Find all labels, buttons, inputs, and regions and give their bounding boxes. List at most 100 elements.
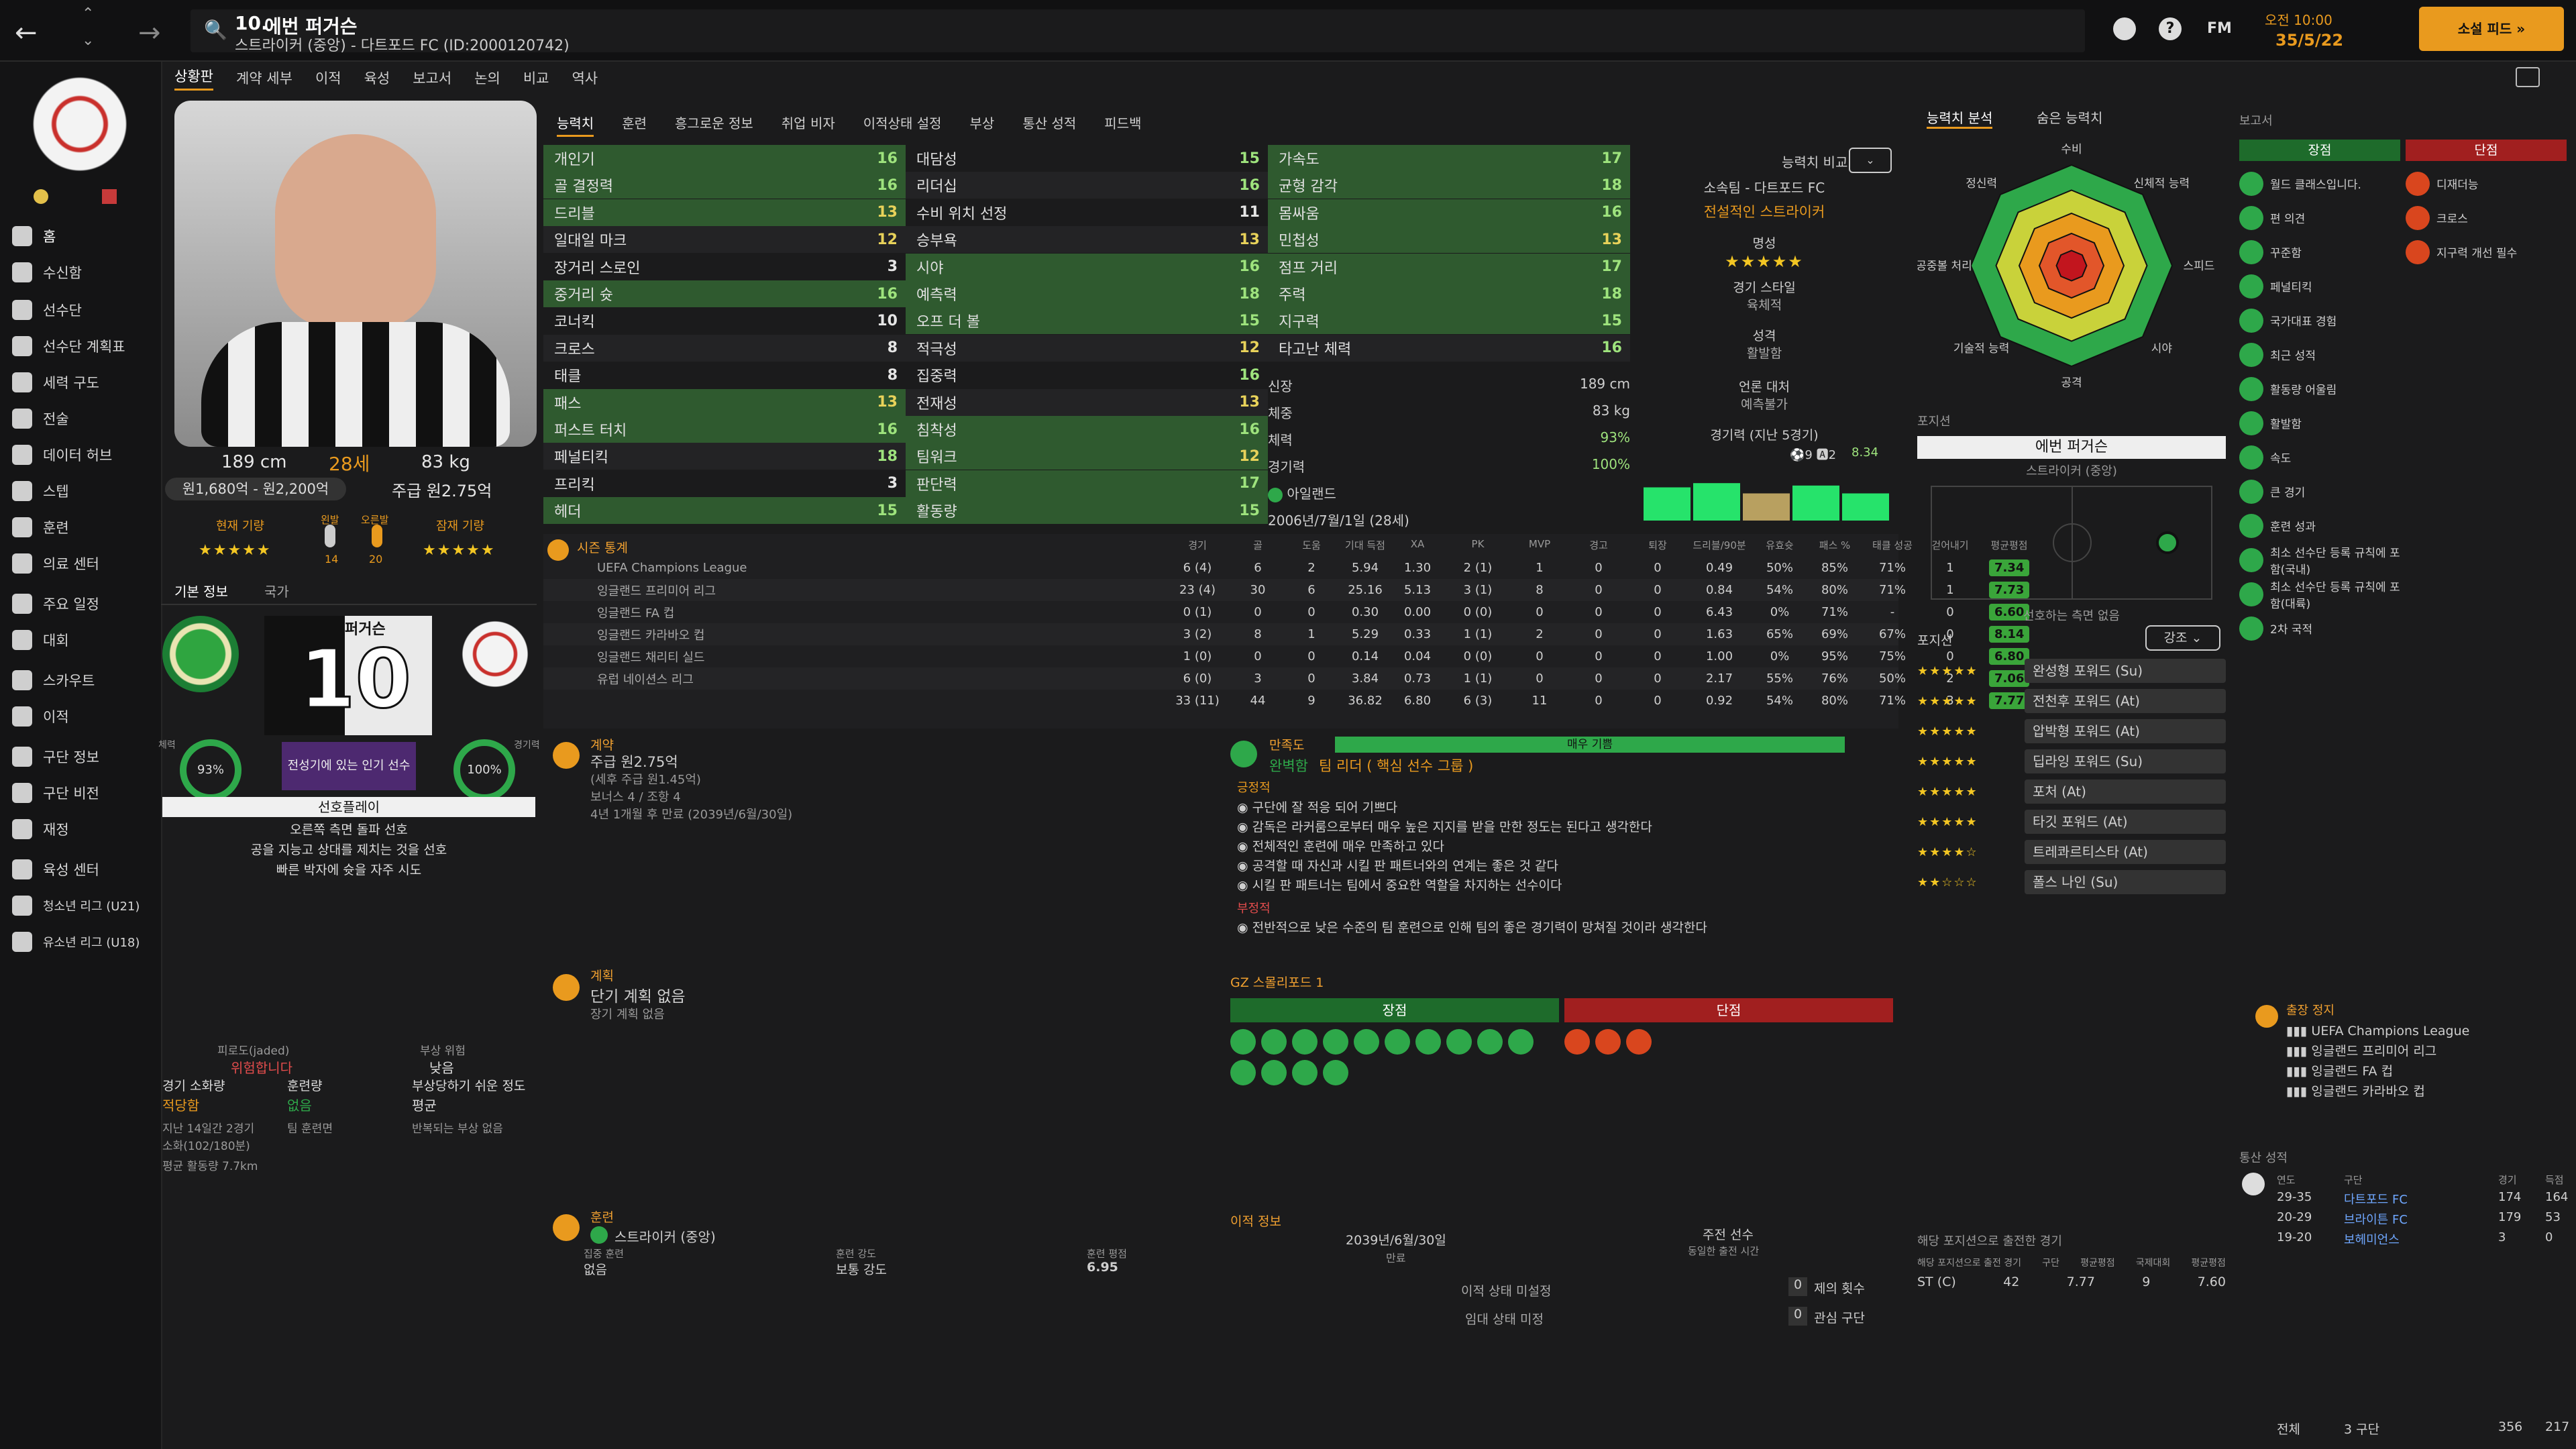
attribute-row[interactable]: 개인기 16 [543,145,906,172]
tab-career[interactable]: 통산 성적 [1022,115,1077,131]
menu-compare[interactable]: 비교 [523,70,549,87]
attribute-row[interactable]: 중거리 슛 16 [543,280,906,307]
sidebar-item-club-vision[interactable]: 구단 비전 [12,777,99,809]
nav-up-icon[interactable]: ⌃ [82,5,95,22]
report-item[interactable]: 최근 성적 [2239,337,2400,372]
club-small-icon[interactable] [34,189,48,204]
sidebar-item-u21[interactable]: 청소년 리그 (U21) [12,890,140,922]
report-item[interactable]: 훈련 성과 [2239,508,2400,543]
report-item[interactable]: 월드 클래스입니다. [2239,166,2400,201]
role-row[interactable]: ★★★★★ 포처 (At) [1917,778,2226,805]
report-item[interactable]: 큰 경기 [2239,474,2400,508]
club-crest-small[interactable] [460,616,530,692]
career-row[interactable]: 20-29 브라이튼 FC 179 53 [2277,1210,2565,1230]
season-row[interactable]: 잉글랜드 채리티 실드 1 (0) 0 0 0.14 0.04 0 (0) 0 0 0 1.00 0%… [543,645,2029,667]
attribute-row[interactable]: 헤더 15 [543,497,906,525]
report-item[interactable]: 최소 선수단 등록 규칙에 포함(국내) [2239,543,2400,577]
layout-icon[interactable] [2516,67,2540,87]
sidebar-item-dev-centre[interactable]: 육성 센터 [12,853,99,885]
menu-discuss[interactable]: 논의 [474,70,500,87]
report-item[interactable]: 활발함 [2239,406,2400,440]
attribute-row[interactable]: 크로스 8 [543,334,906,362]
attribute-row[interactable]: 드리블 13 [543,199,906,226]
role-row[interactable]: ★★★★★ 타깃 포워드 (At) [1917,808,2226,835]
attribute-row[interactable]: 가속도 17 [1268,145,1630,172]
tab-nation[interactable]: 국가 [264,584,289,600]
tab-basic-info[interactable]: 기본 정보 [174,584,228,600]
training-title[interactable]: 훈련 [590,1210,614,1225]
happiness-title[interactable]: 만족도 [1269,738,1305,753]
sidebar-item-squad-plan[interactable]: 선수단 계획표 [12,330,125,362]
attribute-row[interactable]: 판단력 17 [906,470,1268,497]
help-icon[interactable]: ? [2159,17,2182,40]
sidebar-item-medical[interactable]: 의료 센터 [12,547,99,580]
report-item[interactable]: 편 의견 [2239,201,2400,235]
sidebar-item-schedule[interactable]: 주요 일정 [12,588,99,620]
value-range[interactable]: 원1,680억 - 원2,200억 [165,478,346,500]
attribute-row[interactable]: 일대일 마크 12 [543,226,906,254]
role-row[interactable]: ★★★★★ 완성형 포워드 (Su) [1917,657,2226,684]
tab-analysis[interactable]: 능력치 분석 [1927,107,1993,129]
role-row[interactable]: ★★★★★ 딥라잉 포워드 (Su) [1917,748,2226,775]
attribute-row[interactable]: 적극성 12 [906,334,1268,362]
sidebar-item-competitions[interactable]: 대회 [12,624,69,656]
role-row[interactable]: ★★★★★ 압박형 포워드 (At) [1917,718,2226,745]
back-icon[interactable]: ← [15,17,38,48]
club-crest[interactable] [30,67,130,181]
sidebar-item-inbox[interactable]: 수신함 [12,256,82,288]
menu-reports[interactable]: 보고서 [413,70,452,87]
attribute-row[interactable]: 장거리 스로인 3 [543,254,906,280]
sidebar-item-tactics[interactable]: 전술 [12,402,69,435]
attribute-row[interactable]: 태클 8 [543,362,906,388]
report-item[interactable]: 크로스 [2406,201,2567,235]
attribute-row[interactable]: 대담성 15 [906,145,1268,172]
tab-transfer-status[interactable]: 이적상태 설정 [863,115,942,131]
menu-transfer[interactable]: 이적 [315,70,341,87]
emphasis-dropdown[interactable]: 강조 ⌄ [2145,625,2220,651]
flag-icon[interactable] [102,189,117,204]
sidebar-item-squad[interactable]: 선수단 [12,294,82,326]
report-item[interactable]: 지구력 개선 필수 [2406,235,2567,269]
compare-dropdown[interactable]: ⌄ [1849,148,1892,173]
season-row[interactable]: 유럽 네이션스 리그 6 (0) 3 0 3.84 0.73 1 (1) 0 0 0 2.17 55%… [543,667,2029,690]
attribute-row[interactable]: 오프 더 볼 15 [906,307,1268,335]
attribute-row[interactable]: 프리킥 3 [543,470,906,497]
transfer-title[interactable]: 이적 정보 [1230,1214,1281,1229]
role-row[interactable]: ★★★★★ 전천후 포워드 (At) [1917,688,2226,714]
sidebar-item-dynamics[interactable]: 세력 구도 [12,366,99,398]
sidebar-item-training[interactable]: 훈련 [12,511,69,543]
nav-down-icon[interactable]: ⌄ [82,32,95,49]
menu-history[interactable]: 역사 [572,70,598,87]
attribute-row[interactable]: 타고난 체력 16 [1268,334,1630,362]
attribute-row[interactable]: 코너킥 10 [543,307,906,334]
report-item[interactable]: 속도 [2239,440,2400,474]
report-item[interactable]: 꾸준함 [2239,235,2400,269]
continue-button[interactable]: 소설 피드 » [2419,7,2564,51]
attribute-row[interactable]: 집중력 16 [906,362,1268,388]
tab-injury[interactable]: 부상 [969,115,995,131]
sidebar-item-staff[interactable]: 스텝 [12,475,69,507]
attribute-row[interactable]: 예측력 18 [906,280,1268,307]
report-item[interactable]: 최소 선수단 등록 규칙에 포함(대륙) [2239,577,2400,611]
season-row[interactable]: UEFA Champions League 6 (4) 6 2 5.94 1.30 2 (1… [543,557,2029,579]
sidebar-item-finances[interactable]: 재정 [12,813,69,845]
menu-overview[interactable]: 상황판 [174,66,213,91]
report-item[interactable]: 국가대표 경험 [2239,303,2400,337]
fm-logo[interactable]: FM [2207,20,2232,37]
search-box[interactable]: 🔍 10. 에번 퍼거슨 스트라이커 (중앙) - 다트포드 FC (ID:20… [191,9,2085,54]
attribute-row[interactable]: 수비 위치 선정 11 [906,199,1268,226]
attribute-row[interactable]: 침착성 16 [906,416,1268,443]
attribute-row[interactable]: 지구력 15 [1268,307,1630,335]
season-row[interactable]: 잉글랜드 카라바오 컵 3 (2) 8 1 5.29 0.33 1 (1) 2 0 0 1.63 65… [543,623,2029,645]
contract-title[interactable]: 계약 [590,738,614,753]
tab-info[interactable]: 흥그로운 정보 [675,115,753,131]
sidebar-item-data-hub[interactable]: 데이터 허브 [12,439,112,471]
attribute-row[interactable]: 퍼스트 터치 16 [543,416,906,443]
sidebar-item-home[interactable]: 홈 [12,220,56,252]
tab-feedback[interactable]: 피드백 [1104,115,1142,131]
tab-hidden[interactable]: 숨은 능력치 [2037,110,2103,126]
tab-training[interactable]: 훈련 [622,115,647,131]
attribute-row[interactable]: 민첩성 13 [1268,226,1630,254]
attribute-row[interactable]: 리더십 16 [906,172,1268,199]
sidebar-item-scouting[interactable]: 스카우트 [12,664,95,696]
